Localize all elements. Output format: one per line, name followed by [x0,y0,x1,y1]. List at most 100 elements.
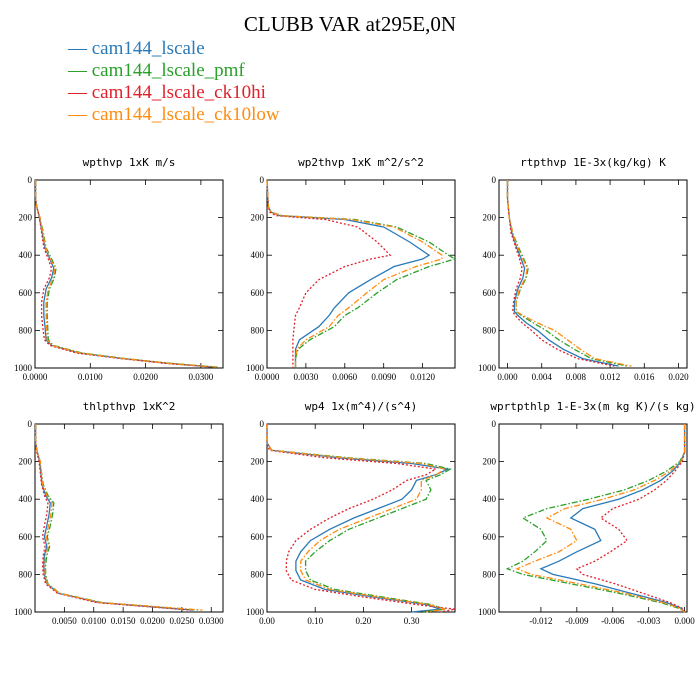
y-tick-label: 800 [19,569,33,579]
plot-frame [266,423,456,613]
x-tick-label: 0.0250 [170,616,195,626]
y-tick-label: 1000 [478,607,497,617]
y-tick-label: 1000 [246,363,265,373]
legend-label: cam144_lscale_ck10hi [91,82,266,103]
panel-title: wp2thvp 1xK m^2/s^2 [298,156,424,169]
x-tick-label: 0.30 [404,616,420,626]
series-line-4 [34,424,203,611]
y-tick-label: 600 [251,532,265,542]
plot-frame [498,179,688,369]
y-tick-label: 1000 [246,607,265,617]
y-tick-label: 200 [251,213,265,223]
legend-item-lscale-ck10hi: — cam144_lscale_ck10hi [68,82,266,104]
y-tick-label: 200 [19,457,33,467]
y-tick-label: 0 [260,175,265,185]
series-line-4 [515,424,686,613]
series-line-4 [266,179,443,368]
y-tick-label: 200 [483,213,497,223]
legend-line: — [68,104,92,125]
legend-label: cam144_lscale [91,38,205,59]
x-tick-label: 0.0000 [255,372,280,382]
legend-label: cam144_lscale_pmf [91,60,245,81]
series-line-3 [34,180,212,368]
x-tick-label: 0.0090 [371,372,396,382]
series-line-2 [505,424,686,613]
y-tick-label: 400 [251,250,265,260]
y-tick-label: 400 [483,250,497,260]
series-line-1 [506,180,619,367]
x-tick-label: 0.000 [497,372,518,382]
legend-item-lscale-ck10low: — cam144_lscale_ck10low [68,104,280,126]
panel-title: rtpthvp 1E-3x(kg/kg) K [520,156,666,169]
series-line-3 [266,424,456,613]
panel-title: wpthvp 1xK m/s [83,156,176,169]
y-tick-label: 200 [483,457,497,467]
x-tick-label: 0.0200 [140,616,165,626]
x-tick-label: 0.0100 [78,372,103,382]
x-tick-label: 0.10 [307,616,323,626]
y-tick-label: 1000 [478,363,497,373]
y-tick-label: 400 [19,494,33,504]
x-tick-label: 0.000 [674,616,695,626]
y-tick-label: 600 [483,532,497,542]
series-line-3 [266,179,392,368]
series-line-3 [34,424,191,611]
legend-item-lscale: — cam144_lscale [68,38,205,60]
x-tick-label: 0.20 [356,616,372,626]
y-tick-label: 200 [19,213,33,223]
series-line-1 [539,424,686,613]
legend-label: cam144_lscale_ck10low [91,104,280,125]
y-tick-label: 400 [483,494,497,504]
y-tick-label: 1000 [14,607,33,617]
x-tick-label: 0.0200 [133,372,158,382]
x-tick-label: 0.0050 [52,616,77,626]
x-tick-label: 0.012 [600,372,620,382]
x-tick-label: 0.0300 [199,616,224,626]
x-tick-label: 0.0300 [189,372,214,382]
legend-item-lscale-pmf: — cam144_lscale_pmf [68,60,245,82]
panel-title: wprtpthlp 1-E-3x(m kg K)/(s kg) [490,400,695,413]
series-line-2 [506,180,628,367]
x-tick-label: 0.016 [634,372,655,382]
plot-frame [34,423,224,613]
y-tick-label: 600 [19,288,33,298]
y-tick-label: 800 [483,569,497,579]
y-tick-label: 0 [492,419,497,429]
y-tick-label: 0 [492,175,497,185]
legend-line: — [68,82,92,103]
x-tick-label: 0.00 [259,616,275,626]
y-tick-label: 800 [483,325,497,335]
y-tick-label: 600 [251,288,265,298]
x-tick-label: -0.012 [529,616,552,626]
y-tick-label: 200 [251,457,265,467]
x-tick-label: 0.0000 [23,372,48,382]
series-line-2 [34,424,200,611]
y-tick-label: 800 [251,569,265,579]
figure-title: CLUBB VAR at295E,0N [243,12,457,36]
series-line-4 [506,180,632,367]
x-tick-label: -0.003 [637,616,661,626]
plot-frame [266,179,456,369]
y-tick-label: 600 [19,532,33,542]
y-tick-label: 400 [251,494,265,504]
plot-frame [34,179,224,369]
y-tick-label: 800 [19,325,33,335]
x-tick-label: -0.009 [565,616,589,626]
series-line-4 [266,424,448,613]
y-tick-label: 800 [251,325,265,335]
x-tick-label: -0.006 [601,616,625,626]
x-tick-label: 0.008 [566,372,587,382]
panel-title: thlpthvp 1xK^2 [83,400,176,413]
series-line-2 [266,424,452,613]
y-tick-label: 0 [260,419,265,429]
x-tick-label: 0.020 [668,372,689,382]
y-tick-label: 0 [28,419,33,429]
series-line-2 [266,179,457,368]
series-line-1 [266,179,431,368]
series-line-2 [34,180,218,368]
series-line-1 [34,180,215,368]
legend-line: — [68,38,92,59]
x-tick-label: 0.0060 [332,372,357,382]
y-tick-label: 0 [28,175,33,185]
x-tick-label: 0.0150 [111,616,136,626]
